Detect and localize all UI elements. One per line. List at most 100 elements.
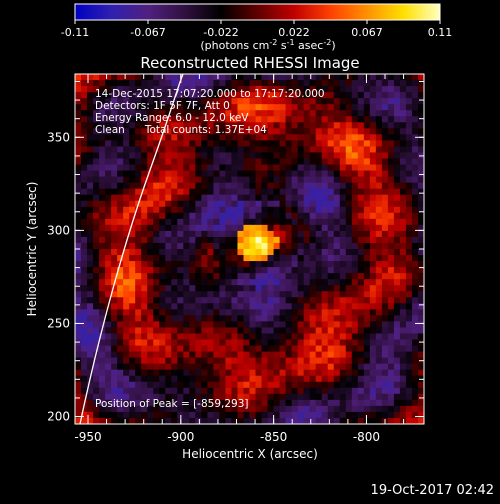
heatmap-cell: [303, 230, 311, 238]
heatmap-cell: [387, 92, 395, 99]
heatmap-cell: [315, 104, 323, 111]
heatmap-cell: [81, 249, 88, 256]
heatmap-cell: [135, 152, 142, 160]
heatmap-cell: [243, 291, 251, 298]
heatmap-cell: [381, 116, 389, 123]
heatmap-cell: [129, 363, 136, 371]
heatmap-cell: [201, 110, 208, 117]
heatmap-cell: [273, 86, 281, 93]
heatmap-cell: [213, 255, 221, 262]
heatmap-cell: [129, 405, 136, 413]
heatmap-cell: [351, 188, 359, 196]
heatmap-cell: [327, 206, 335, 214]
heatmap-cell: [351, 134, 359, 141]
heatmap-cell: [129, 309, 136, 316]
heatmap-cell: [285, 224, 293, 232]
heatmap-cell: [171, 255, 178, 262]
heatmap-cell: [213, 242, 221, 250]
heatmap-cell: [411, 128, 419, 135]
heatmap-cell: [141, 80, 148, 87]
heatmap-cell: [393, 200, 401, 208]
heatmap-cell: [201, 405, 208, 413]
heatmap-cell: [81, 267, 88, 274]
heatmap-cell: [165, 128, 172, 135]
heatmap-cell: [357, 399, 365, 407]
heatmap-cell: [81, 86, 88, 93]
heatmap-cell: [405, 261, 413, 268]
heatmap-cell: [351, 267, 359, 274]
heatmap-cell: [369, 122, 377, 129]
heatmap-cell: [303, 297, 311, 304]
heatmap-cell: [75, 267, 82, 274]
heatmap-cell: [171, 351, 178, 359]
heatmap-cell: [285, 345, 293, 353]
heatmap-cell: [381, 224, 389, 232]
heatmap-cell: [369, 152, 377, 160]
heatmap-cell: [291, 98, 299, 105]
heatmap-cell: [129, 194, 136, 202]
heatmap-cell: [339, 339, 347, 347]
heatmap-cell: [315, 261, 323, 268]
heatmap-cell: [297, 279, 305, 286]
heatmap-cell: [393, 333, 401, 341]
heatmap-cell: [405, 321, 413, 329]
heatmap-cell: [309, 369, 317, 377]
heatmap-cell: [225, 104, 233, 111]
heatmap-cell: [315, 116, 323, 123]
heatmap-cell: [333, 279, 341, 286]
heatmap-cell: [243, 182, 251, 190]
heatmap-cell: [249, 86, 257, 93]
heatmap-cell: [285, 297, 293, 304]
heatmap-cell: [75, 249, 82, 256]
heatmap-cell: [219, 158, 227, 166]
heatmap-cell: [93, 279, 100, 286]
heatmap-cell: [345, 399, 353, 407]
heatmap-cell: [105, 230, 112, 238]
heatmap-cell: [309, 327, 317, 335]
heatmap-cell: [231, 333, 239, 341]
heatmap-cell: [417, 176, 424, 184]
heatmap-cell: [261, 92, 269, 99]
heatmap-cell: [327, 164, 335, 172]
heatmap-cell: [261, 152, 269, 160]
heatmap-cell: [297, 224, 305, 232]
heatmap-cell: [345, 242, 353, 250]
heatmap-cell: [225, 134, 233, 141]
heatmap-cell: [213, 134, 221, 141]
heatmap-cell: [165, 399, 172, 407]
heatmap-cell: [99, 224, 106, 232]
heatmap-cell: [165, 315, 172, 323]
heatmap-cell: [195, 116, 202, 123]
heatmap-cell: [249, 399, 257, 407]
heatmap-cell: [267, 230, 275, 238]
heatmap-cell: [117, 315, 124, 323]
heatmap-cell: [249, 303, 257, 310]
heatmap-cell: [93, 158, 100, 166]
heatmap-cell: [387, 315, 395, 323]
heatmap-cell: [393, 104, 401, 111]
heatmap-cell: [135, 291, 142, 298]
heatmap-cell: [339, 146, 347, 154]
heatmap-cell: [231, 194, 239, 202]
heatmap-cell: [219, 369, 227, 377]
heatmap-cell: [171, 273, 178, 280]
heatmap-cell: [243, 194, 251, 202]
heatmap-cell: [195, 261, 202, 268]
heatmap-cell: [165, 236, 172, 244]
heatmap-cell: [303, 218, 311, 226]
heatmap-cell: [99, 255, 106, 262]
heatmap-cell: [321, 405, 329, 413]
heatmap-cell: [315, 200, 323, 208]
heatmap-cell: [255, 321, 263, 329]
heatmap-cell: [405, 405, 413, 413]
heatmap-cell: [159, 182, 166, 190]
heatmap-cell: [213, 164, 221, 172]
heatmap-cell: [81, 74, 88, 81]
heatmap-cell: [243, 273, 251, 280]
heatmap-cell: [237, 176, 245, 184]
heatmap-cell: [249, 128, 257, 135]
heatmap-cell: [267, 206, 275, 214]
heatmap-cell: [333, 285, 341, 292]
heatmap-cell: [159, 188, 166, 196]
heatmap-cell: [291, 104, 299, 111]
